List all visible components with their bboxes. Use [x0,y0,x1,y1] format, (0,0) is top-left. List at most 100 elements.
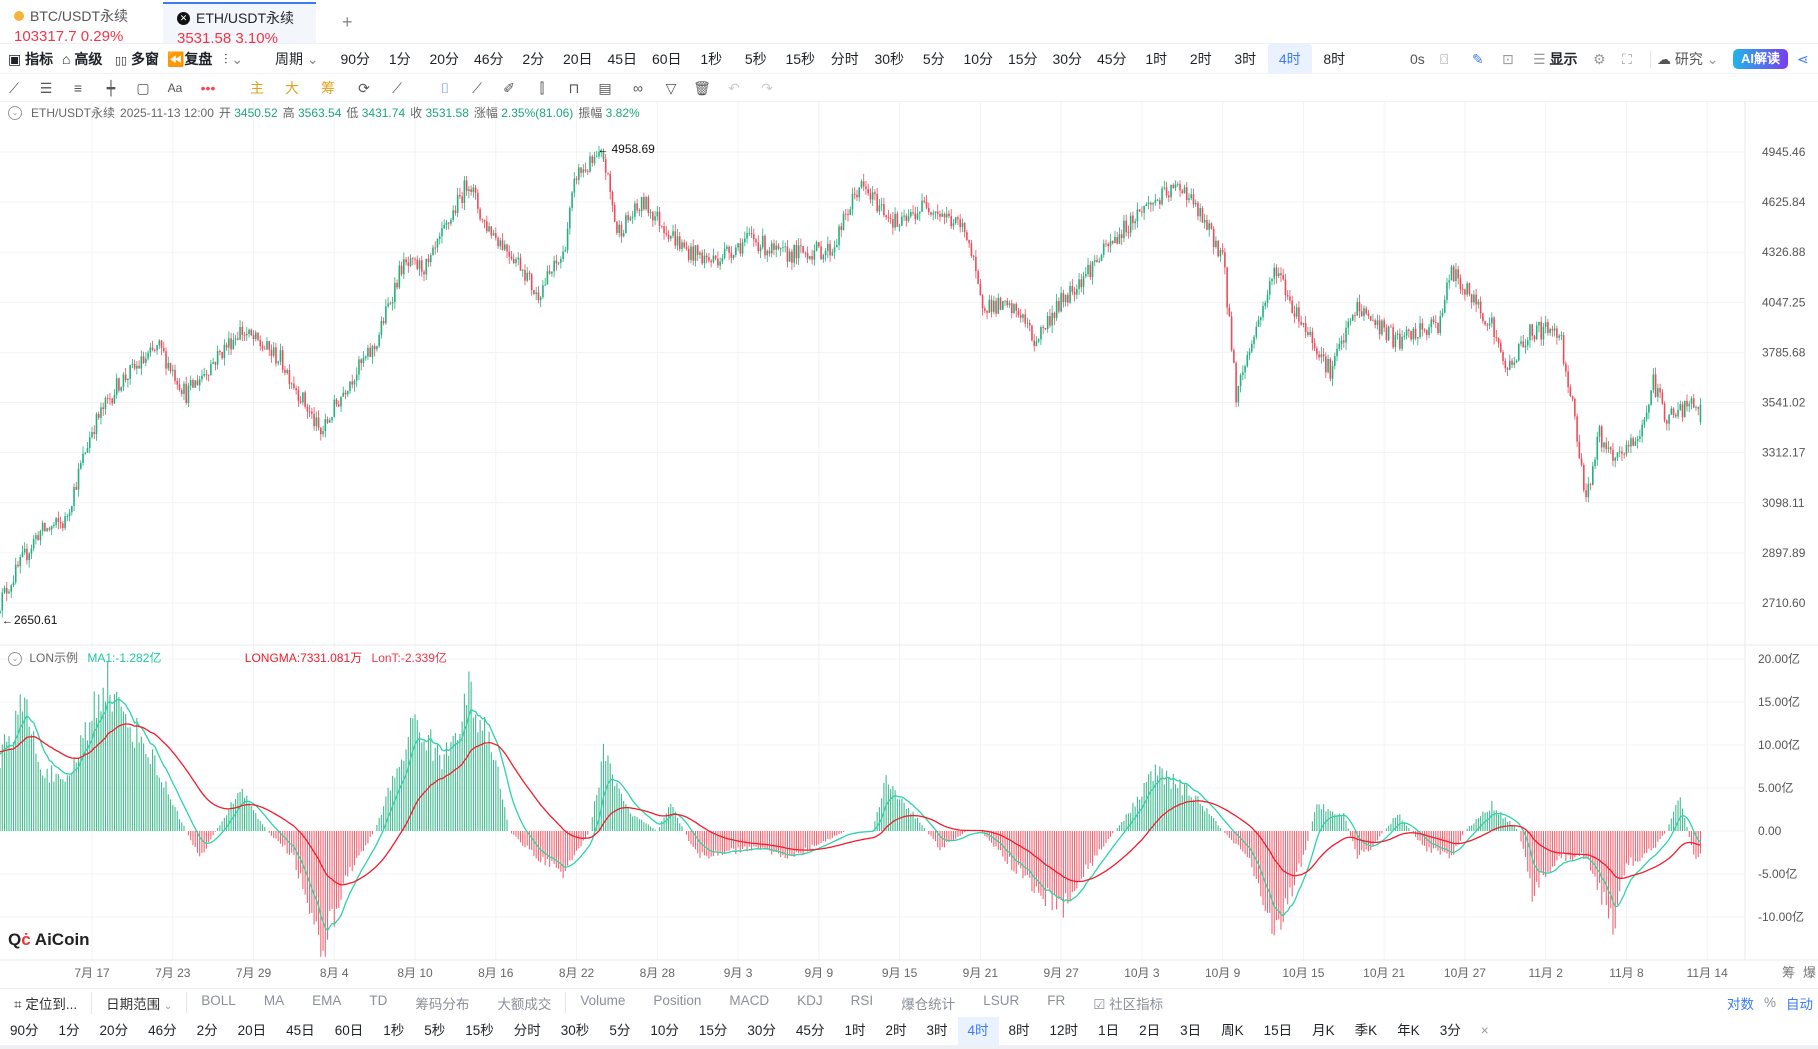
bottom-interval-30秒[interactable]: 30秒 [560,1023,590,1038]
lock-icon[interactable]: ⊓ [568,80,580,96]
bottom-interval-周K[interactable]: 周K [1221,1023,1244,1038]
bottom-interval-10分[interactable]: 10分 [650,1023,679,1038]
tab-eth[interactable]: ✕ ETH/USDT永续 3531.58 3.10% [163,2,316,47]
replay-button[interactable]: ⏪复盘 [167,51,213,67]
scrollbar[interactable] [0,1045,1818,1049]
sub-indicator-RSI[interactable]: RSI [850,992,874,1008]
indicators-button[interactable]: ▣ 指标 [8,51,54,67]
horizontal-line-icon[interactable]: ┿ [106,80,116,96]
text-tool-icon[interactable]: Aa [167,81,183,95]
bottom-interval-2时[interactable]: 2时 [885,1023,907,1038]
main-indicator-BOLL[interactable]: BOLL [201,992,236,1008]
bottom-interval-3时[interactable]: 3时 [926,1023,948,1038]
bottom-interval-1时[interactable]: 1时 [844,1023,866,1038]
advanced-button[interactable]: ⌂ 高级 [62,51,103,67]
bottom-interval-5秒[interactable]: 5秒 [424,1023,446,1038]
interval-5秒[interactable]: 5秒 [744,51,767,67]
sub-indicator-LSUR[interactable]: LSUR [983,992,1020,1008]
auto-scale-toggle[interactable]: 自动 [1786,996,1813,1012]
interval-60日[interactable]: 60日 [651,51,682,67]
percent-scale-toggle[interactable]: % [1763,995,1776,1010]
sub-indicator-Volume[interactable]: Volume [580,992,626,1008]
close-interval-bar-button[interactable]: × [1480,1023,1489,1038]
chips-button[interactable]: 筹 [321,80,335,96]
period-dropdown[interactable]: 周期 ⌄ [275,51,319,67]
bottom-interval-1日[interactable]: 1日 [1098,1023,1120,1038]
fib-lines-icon[interactable]: ≡ [73,80,83,96]
bottom-interval-20分[interactable]: 20分 [99,1023,129,1038]
add-tab-button[interactable]: + [342,12,353,32]
sub-indicator-KDJ[interactable]: KDJ [797,992,823,1008]
sub-indicator-MACD[interactable]: MACD [729,992,770,1008]
interval-20日[interactable]: 20日 [562,51,593,67]
interval-45分[interactable]: 45分 [1096,51,1127,67]
pen-icon[interactable]: ✎ [1472,51,1484,67]
sub-indicator-FR[interactable]: FR [1047,992,1066,1008]
research-dropdown[interactable]: ☁ 研究 ⌄ [1657,51,1719,67]
interval-5分[interactable]: 5分 [922,51,945,67]
interval-15秒[interactable]: 15秒 [785,51,816,67]
tab-btc[interactable]: BTC/USDT永续 103317.7 0.29% [0,2,160,45]
main-indicator-TD[interactable]: TD [369,992,388,1008]
bottom-interval-1分[interactable]: 1分 [58,1023,80,1038]
bottom-interval-月K[interactable]: 月K [1312,1023,1335,1038]
share-icon[interactable]: ⋖ [1797,51,1809,67]
bottom-interval-1秒[interactable]: 1秒 [383,1023,405,1038]
trash-icon[interactable]: 🗑 [693,80,711,96]
collapse-icon[interactable]: ⌄ [8,651,22,666]
log-scale-toggle[interactable]: 对数 [1726,996,1754,1012]
bottom-interval-45分[interactable]: 45分 [795,1023,825,1038]
bottom-interval-46分[interactable]: 46分 [148,1023,177,1038]
interval-30分[interactable]: 30分 [1052,51,1083,67]
interval-3时[interactable]: 3时 [1234,51,1257,67]
liquidation-toggle[interactable]: 爆 [1803,965,1817,980]
bookmark-icon[interactable]: ⌷ [440,80,450,96]
interval-90分[interactable]: 90分 [340,51,371,67]
sub-indicator-爆仓统计[interactable]: 爆仓统计 [901,996,956,1012]
interval-10分[interactable]: 10分 [963,51,994,67]
rectangle-icon[interactable]: ▢ [136,80,150,96]
comment-icon[interactable]: ⊡ [1502,51,1514,67]
bottom-interval-20日[interactable]: 20日 [237,1023,267,1038]
date-range-dropdown[interactable]: 日期范围 ⌄ [106,996,173,1012]
parallel-lines-icon[interactable]: ☰ [39,80,53,96]
bottom-interval-4时[interactable]: 4时 [957,1017,999,1045]
interval-1时[interactable]: 1时 [1145,51,1168,67]
filter-icon[interactable]: ▽ [665,80,677,96]
interval-46分[interactable]: 46分 [473,51,504,67]
bottom-interval-分时[interactable]: 分时 [513,1023,541,1038]
template-icon[interactable]: ▤ [598,80,612,96]
interval-8时[interactable]: 8时 [1323,51,1346,67]
interval-15分[interactable]: 15分 [1007,51,1038,67]
ai-interpret-button[interactable]: AI解读 [1733,49,1789,69]
main-indicator-EMA[interactable]: EMA [312,992,342,1008]
fullscreen-icon[interactable]: ⛶ [1622,51,1632,67]
bottom-interval-15分[interactable]: 15分 [698,1023,728,1038]
bottom-interval-2日[interactable]: 2日 [1139,1023,1161,1038]
measure-icon[interactable]: ⟋ [392,80,402,96]
main-indicator-MA[interactable]: MA [263,992,285,1008]
interval-1分[interactable]: 1分 [388,51,411,67]
multi-window-button[interactable]: ▯▯ 多窗 [115,51,159,67]
magnet-icon[interactable]: ⫿ [539,80,545,96]
bottom-interval-5分[interactable]: 5分 [609,1023,631,1038]
bottom-interval-3日[interactable]: 3日 [1180,1023,1202,1038]
big-button[interactable]: 大 [285,80,299,96]
ruler-icon[interactable]: ⟋ [472,80,482,96]
interval-分时[interactable]: 分时 [830,51,859,67]
chart-type-dropdown[interactable]: ⫶ ⌄ [224,44,243,74]
settings-icon[interactable]: ⚙ [1593,51,1606,67]
bottom-interval-2分[interactable]: 2分 [196,1023,218,1038]
bottom-interval-15日[interactable]: 15日 [1263,1023,1293,1038]
bottom-interval-季K[interactable]: 季K [1354,1023,1378,1038]
more-icon[interactable]: ••• [200,80,216,96]
link-icon[interactable]: ∞ [633,80,643,96]
interval-4时[interactable]: 4时 [1267,44,1312,74]
main-indicator-筹码分布[interactable]: 筹码分布 [415,996,470,1012]
bottom-interval-60日[interactable]: 60日 [334,1023,364,1038]
undo-icon[interactable]: ↶ [728,80,740,96]
price-chart[interactable]: 7月 17 7月 23 7月 29 8月 4 8月 10 8月 16 8月 22 8月 28 9… [0,102,1818,988]
interval-20分[interactable]: 20分 [429,51,460,67]
bottom-interval-年K[interactable]: 年K [1397,1023,1420,1038]
bottom-interval-30分[interactable]: 30分 [747,1023,776,1038]
